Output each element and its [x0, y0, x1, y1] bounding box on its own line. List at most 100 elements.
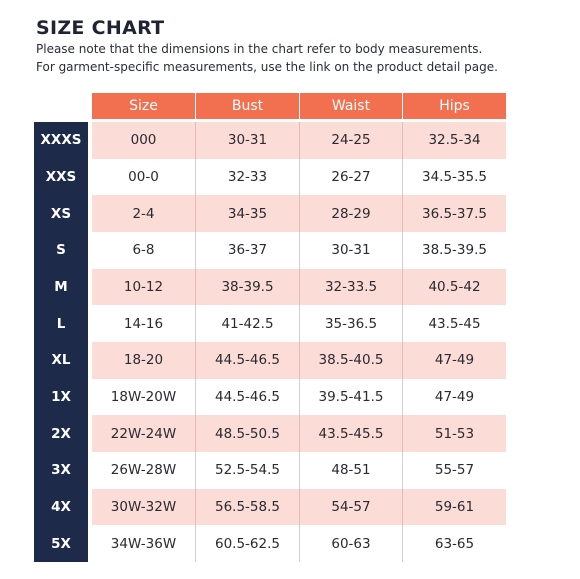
size-label-1x: 1X [51, 389, 71, 406]
cell-waist: 35-36.5 [324, 315, 378, 332]
table-row: 10-12 38-39.5 32-33.5 40.5-42 [92, 268, 506, 306]
table-row: 14-16 41-42.5 35-36.5 43.5-45 [92, 305, 506, 342]
cell-size: 6-8 [132, 242, 155, 259]
cell-bust: 41-42.5 [221, 315, 274, 332]
size-label-l: L [56, 315, 66, 332]
column-divider [402, 342, 403, 379]
cell-hips: 34.5-35.5 [422, 168, 487, 185]
column-divider [195, 195, 196, 232]
cell-size: 2-4 [132, 205, 155, 222]
column-divider [195, 122, 196, 159]
cell-waist: 26-27 [331, 168, 371, 185]
column-divider [195, 488, 196, 526]
column-divider [402, 232, 403, 269]
column-divider [299, 525, 300, 563]
cell-hips: 43.5-45 [428, 315, 481, 332]
cell-bust: 30-31 [227, 132, 268, 149]
cell-hips: 47-49 [434, 389, 475, 406]
table-row: 00-0 32-33 26-27 34.5-35.5 [92, 158, 506, 196]
header-divider [195, 93, 196, 119]
column-divider [402, 195, 403, 232]
cell-bust: 52.5-54.5 [215, 462, 280, 479]
cell-waist: 32-33.5 [324, 279, 378, 295]
cell-size: 34W-36W [110, 535, 177, 552]
table-row: 6-8 36-37 30-31 38.5-39.5 [92, 232, 506, 269]
note-garment-measurements: For garment-specific measurements, use t… [36, 60, 498, 74]
cell-hips: 38.5-39.5 [422, 242, 487, 259]
column-divider [195, 158, 196, 196]
column-header-size: Size [129, 98, 158, 114]
column-divider [402, 305, 403, 342]
cell-bust: 34-35 [227, 205, 268, 222]
column-divider [195, 305, 196, 342]
size-label-4x: 4X [51, 499, 71, 516]
cell-waist: 43.5-45.5 [318, 425, 384, 442]
cell-bust: 36-37 [227, 242, 268, 259]
cell-waist: 24-25 [331, 132, 371, 149]
column-divider [195, 525, 196, 563]
table-row: 18-20 44.5-46.5 38.5-40.5 47-49 [92, 342, 506, 379]
table-header: Size Bust Waist Hips [92, 93, 506, 119]
cell-bust: 56.5-58.5 [215, 499, 280, 516]
column-header-bust: Bust [231, 98, 264, 114]
cell-waist: 28-29 [331, 205, 371, 222]
cell-hips: 59-61 [434, 499, 475, 516]
column-divider [402, 415, 403, 453]
size-label-xl: XL [51, 352, 71, 369]
cell-waist: 54-57 [331, 499, 371, 516]
table-row: 34W-36W 60.5-62.5 60-63 63-65 [92, 525, 506, 563]
cell-waist: 48-51 [331, 462, 371, 479]
column-divider [299, 378, 300, 416]
column-header-waist: Waist [331, 98, 371, 114]
column-divider [299, 305, 300, 342]
table-row: 18W-20W 44.5-46.5 39.5-41.5 47-49 [92, 378, 506, 416]
column-divider [299, 195, 300, 232]
column-divider [195, 268, 196, 306]
cell-bust: 48.5-50.5 [215, 425, 280, 442]
column-divider [195, 415, 196, 453]
size-label-m: M [54, 279, 68, 295]
column-divider [195, 452, 196, 489]
cell-bust: 44.5-46.5 [215, 389, 280, 406]
cell-size: 10-12 [123, 279, 164, 295]
column-divider [299, 158, 300, 196]
column-divider [299, 342, 300, 379]
cell-size: 18W-20W [110, 389, 177, 406]
page-title: SIZE CHART [36, 17, 165, 39]
cell-size: 18-20 [123, 352, 164, 369]
cell-bust: 44.5-46.5 [215, 352, 280, 369]
table-row: 30W-32W 56.5-58.5 54-57 59-61 [92, 488, 506, 526]
column-divider [195, 232, 196, 269]
column-divider [402, 158, 403, 196]
cell-size: 00-0 [128, 168, 159, 185]
table-row: 2-4 34-35 28-29 36.5-37.5 [92, 195, 506, 232]
cell-bust: 38-39.5 [221, 279, 274, 295]
cell-hips: 63-65 [434, 535, 475, 552]
cell-waist: 38.5-40.5 [318, 352, 384, 369]
column-divider [299, 488, 300, 526]
size-label-2x: 2X [51, 425, 71, 442]
column-divider [402, 525, 403, 563]
cell-size: 22W-24W [110, 425, 177, 442]
cell-bust: 32-33 [227, 168, 268, 185]
header-divider [299, 93, 300, 119]
cell-size: 26W-28W [110, 462, 177, 479]
cell-hips: 36.5-37.5 [422, 205, 487, 222]
size-labels-column: XXXS XXS XS S M L XL 1X 2X 3X 4X 5X [34, 122, 88, 562]
cell-hips: 47-49 [434, 352, 475, 369]
column-header-hips: Hips [439, 98, 470, 114]
table-row: 000 30-31 24-25 32.5-34 [92, 122, 506, 159]
cell-hips: 32.5-34 [428, 132, 481, 149]
header-divider [402, 93, 403, 119]
size-label-xs: XS [50, 205, 72, 222]
size-label-xxs: XXS [45, 168, 77, 185]
column-divider [299, 122, 300, 159]
column-divider [195, 342, 196, 379]
size-label-3x: 3X [51, 462, 71, 479]
table-row: 26W-28W 52.5-54.5 48-51 55-57 [92, 452, 506, 489]
cell-size: 30W-32W [110, 499, 177, 516]
column-divider [402, 488, 403, 526]
cell-hips: 51-53 [434, 425, 475, 442]
column-divider [195, 378, 196, 416]
column-divider [299, 232, 300, 269]
